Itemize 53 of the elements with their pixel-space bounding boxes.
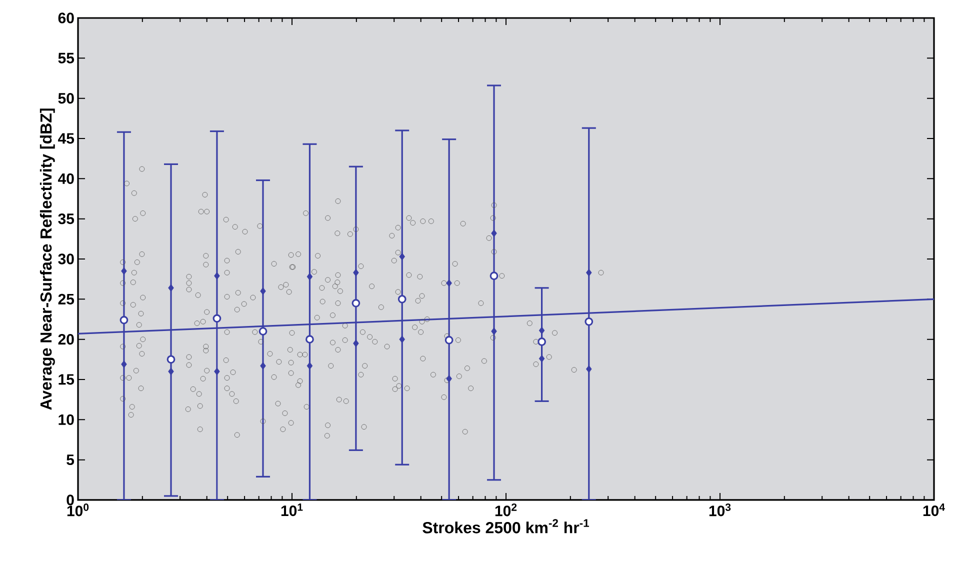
point [446,374,452,382]
point [214,272,220,280]
x-axis-title: Strokes 2500 km$^{-2}$ hr$^{-1}$ [422,519,590,534]
point [399,336,406,344]
point [538,338,546,346]
point [490,272,498,280]
point [121,267,127,275]
y-tick-label: 0 [66,494,74,506]
point [306,335,314,344]
point [212,314,222,323]
point [168,284,174,292]
point [398,294,406,304]
y-tick-label: 40 [58,173,74,184]
point [306,272,313,280]
y-tick-label: 35 [58,214,74,224]
point [121,360,127,368]
point [168,368,174,376]
point [120,316,128,324]
point [258,327,268,336]
y-tick-label: 30 [58,254,74,264]
y-tick-label: 50 [58,93,74,104]
point [491,327,497,336]
point [214,368,220,376]
point [586,365,592,373]
point [491,229,497,238]
point [538,326,545,334]
point [444,336,454,344]
y-tick-label: 10 [58,414,74,425]
point [353,340,359,348]
x-tick-label: 10$^{2}$ [495,504,517,516]
point [584,317,594,326]
point [586,268,592,276]
point [353,268,359,276]
point [260,287,266,295]
point [399,252,406,260]
y-tick-label: 5 [66,454,74,466]
y-axis-title: Average Near-Surface Reflectivity [dBZ] [40,108,55,410]
y-tick-label: 15 [58,374,74,385]
point [352,298,360,308]
point [166,355,176,364]
x-tick-label: 10$^{1}$ [281,504,303,516]
x-tick-label: 10$^{0}$ [67,504,89,516]
x-tick-label: 10$^{3}$ [709,504,731,516]
y-tick-label: 20 [58,334,74,345]
x-tick-label: 10$^{4}$ [923,504,945,516]
point [446,279,452,287]
point [538,354,545,362]
y-tick-label: 55 [58,52,74,64]
y-tick-label: 25 [58,294,74,304]
point [260,362,266,370]
point [306,362,313,370]
y-tick-label: 60 [58,12,74,24]
y-tick-label: 45 [58,133,74,144]
